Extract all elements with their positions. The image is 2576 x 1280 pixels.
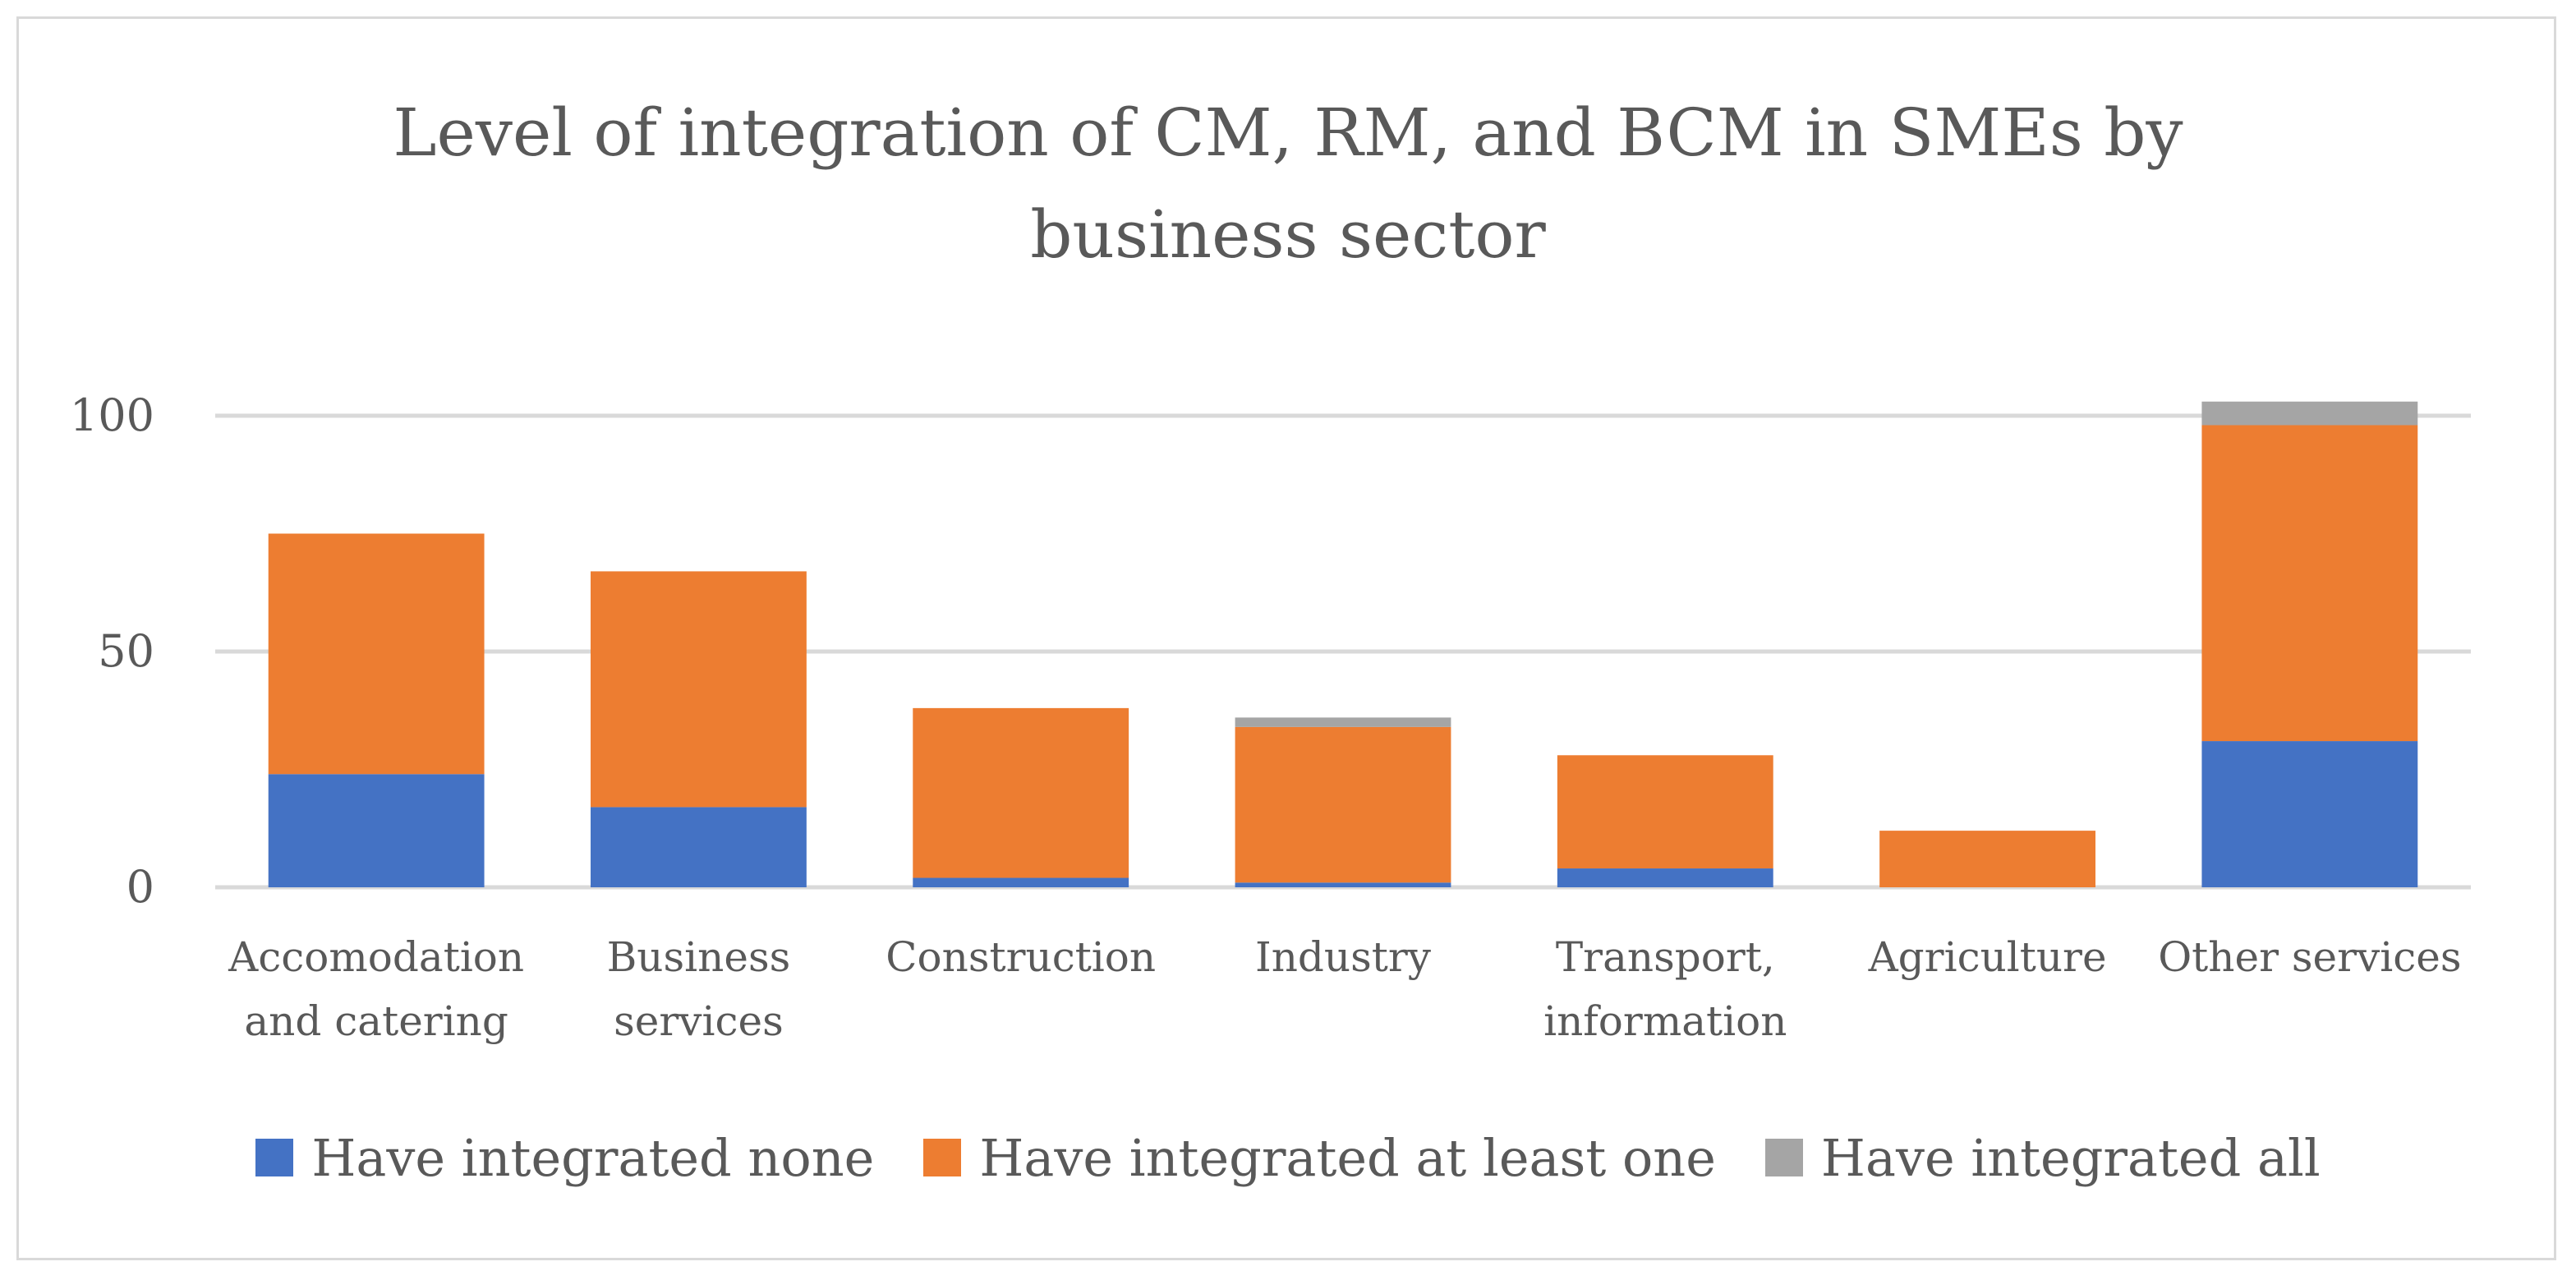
bar-3-series-0 xyxy=(1235,882,1451,887)
legend-swatch-all xyxy=(1764,1139,1803,1176)
bar-4-series-0 xyxy=(1557,868,1773,887)
chart-title-line-1: Level of integration of CM, RM, and BCM … xyxy=(393,94,2183,171)
legend-item-all: Have integrated all xyxy=(1764,1127,2321,1188)
x-tick-label-5-line-0: Agriculture xyxy=(1868,933,2107,981)
bar-2-series-0 xyxy=(913,877,1129,887)
bar-3-series-1 xyxy=(1235,726,1451,883)
y-tick-label-0: 0 xyxy=(126,861,154,913)
bar-2-series-1 xyxy=(913,707,1129,878)
legend-item-none: Have integrated none xyxy=(255,1128,874,1188)
bar-1-series-0 xyxy=(591,807,807,887)
legend: Have integrated none Have integrated at … xyxy=(0,1121,2576,1195)
legend-swatch-none xyxy=(255,1139,294,1176)
bar-6-series-1 xyxy=(2201,425,2418,742)
legend-label-all: Have integrated all xyxy=(1820,1127,2321,1188)
bar-4-series-1 xyxy=(1557,755,1773,869)
y-tick-label-50: 50 xyxy=(98,625,154,677)
bar-6-series-0 xyxy=(2201,741,2418,887)
bars xyxy=(268,401,2418,887)
chart-title: Level of integration of CM, RM, and BCM … xyxy=(0,82,2576,286)
x-tick-label-1-line-1: services xyxy=(614,997,784,1045)
bar-6-series-2 xyxy=(2201,401,2418,426)
chart-title-line-2: business sector xyxy=(1030,196,1546,273)
bar-3-series-2 xyxy=(1235,717,1451,727)
bar-5-series-1 xyxy=(1879,831,2095,887)
x-axis-category-labels: Accomodation and catering Business services… xyxy=(228,933,2461,1045)
x-tick-label-4-line-0: Transport, xyxy=(1556,933,1775,981)
x-tick-label-4-line-1: information xyxy=(1543,997,1787,1045)
bar-1-series-1 xyxy=(591,571,807,808)
x-tick-label-1-line-0: Business xyxy=(607,933,791,981)
x-tick-label-0-line-0: Accomodation xyxy=(228,933,524,981)
legend-item-at-least-one: Have integrated at least one xyxy=(923,1128,1716,1188)
bar-0-series-1 xyxy=(268,533,485,775)
x-tick-label-0-line-1: and catering xyxy=(244,997,508,1045)
legend-label-none: Have integrated none xyxy=(311,1127,875,1188)
bar-0-series-0 xyxy=(268,774,485,887)
y-tick-label-100: 100 xyxy=(70,389,154,441)
legend-label-at-least-one: Have integrated at least one xyxy=(979,1127,1716,1188)
x-tick-label-2-line-0: Construction xyxy=(886,933,1156,981)
legend-swatch-at-least-one xyxy=(923,1139,962,1176)
x-tick-label-6-line-0: Other services xyxy=(2158,933,2461,981)
x-tick-label-3-line-0: Industry xyxy=(1255,933,1432,981)
y-axis-tick-labels: 0 50 100 xyxy=(70,389,154,913)
